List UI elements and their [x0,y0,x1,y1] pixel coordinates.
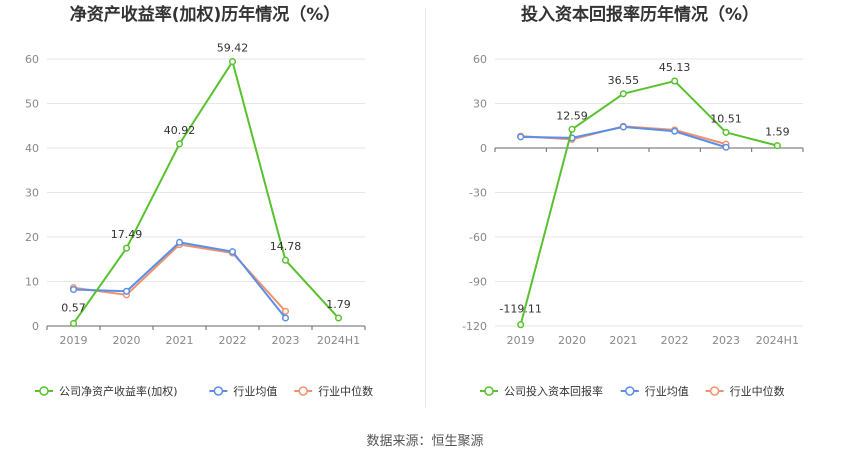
data-point [334,314,343,322]
y-tick-label: 60 [25,53,39,66]
data-label: 40.92 [164,124,196,137]
chart-title: 投入资本回报率历年情况（%） [521,4,759,25]
data-label: 0.57 [61,301,86,314]
y-tick-label: 0 [480,142,487,155]
data-point [568,125,576,133]
y-tick-label: 60 [473,53,487,66]
x-tick-label: 2024H1 [317,334,360,347]
series-line-company [519,79,778,325]
data-point [228,58,237,66]
data-label: 10.51 [710,112,742,125]
data-point [175,238,184,246]
legend-label: 公司投入资本回报率 [504,384,603,398]
data-point [228,248,237,256]
x-tick-label: 2021 [609,334,637,347]
data-point [122,244,131,252]
data-label: 36.55 [608,74,640,87]
legend-label: 行业中位数 [730,384,785,398]
data-point [619,123,627,131]
x-tick-label: 2022 [219,334,247,347]
x-tick-label: 2023 [712,334,740,347]
data-label: 12.59 [556,109,588,122]
x-tick-label: 2024H1 [756,334,799,347]
legend-marker [298,386,308,396]
y-tick-label: 10 [25,276,39,289]
data-point [281,307,290,315]
data-point [619,90,627,98]
data-label: 59.42 [217,42,249,55]
series-line-industry-mean [73,241,287,319]
data-label: 1.59 [765,126,790,139]
data-point [773,142,781,150]
x-tick-label: 2023 [272,334,300,347]
x-tick-label: 2019 [60,334,88,347]
legend-label: 公司净资产收益率(加权) [59,384,178,398]
y-tick-label: 20 [25,231,39,244]
y-tick-label: 50 [25,98,39,111]
data-label: 17.49 [111,228,143,241]
y-tick-label: 40 [25,142,39,155]
roic-chart: 投入资本回报率历年情况（%） -120 -90 -60 -30 0 30 60 2019 2020… [462,4,804,398]
legend-marker [625,386,635,396]
legend-marker [484,386,494,396]
x-tick-label: 2020 [558,334,586,347]
y-tick-label: 0 [32,320,39,333]
data-point [69,319,78,328]
data-point [175,140,184,148]
x-tick-label: 2020 [113,334,141,347]
x-tick-label: 2022 [661,334,689,347]
series-line-company [72,59,340,325]
data-point [122,287,131,295]
y-tick-label: -30 [469,187,487,200]
data-point [517,133,525,141]
data-point [281,256,290,264]
roe-chart: 净资产收益率(加权)历年情况（%） 0 10 20 30 40 50 60 2019 2020 20… [25,4,373,398]
data-label: 1.79 [326,298,351,311]
legend-label: 行业中位数 [318,384,373,398]
x-tick-label: 2021 [166,334,194,347]
data-label: 14.78 [270,240,302,253]
legend-marker [39,386,49,396]
data-point [281,314,290,322]
data-source-note: 数据来源：恒生聚源 [366,434,484,449]
y-tick-label: 30 [25,187,39,200]
y-tick-label: -120 [462,320,487,333]
chart-title: 净资产收益率(加权)历年情况（%） [70,4,341,25]
y-tick-label: 30 [473,98,487,111]
data-point [69,285,78,294]
y-tick-label: -90 [469,276,487,289]
data-label: -119.11 [499,303,541,316]
data-point [671,127,679,135]
data-point [722,143,730,151]
legend-label: 行业均值 [233,385,277,398]
chart-divider [425,8,426,408]
data-point [671,77,679,85]
y-tick-label: -60 [469,231,487,244]
x-tick-label: 2019 [507,334,535,347]
legend-marker [213,386,224,396]
legend-marker [709,386,720,396]
data-point [517,321,525,329]
data-point [722,128,730,136]
legend-label: 行业均值 [645,385,689,398]
data-label: 45.13 [659,61,691,74]
